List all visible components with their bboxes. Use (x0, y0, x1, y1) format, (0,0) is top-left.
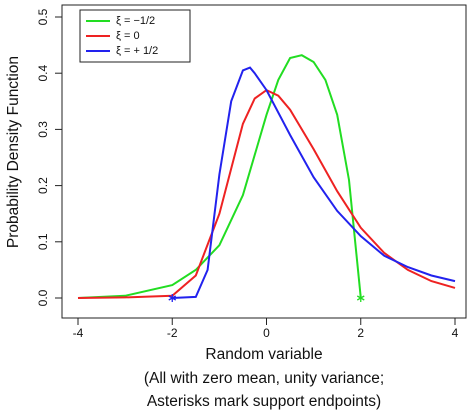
x-tick-label: 2 (357, 326, 364, 340)
x-axis-note: Asterisks mark support endpoints) (147, 393, 381, 410)
series-line (77, 54, 362, 299)
y-tick-label: 0.4 (36, 65, 50, 82)
x-tick-label: -4 (73, 326, 84, 340)
x-axis-note: (All with zero mean, unity variance; (144, 370, 384, 387)
y-tick-label: 0.2 (36, 177, 50, 194)
legend-label: ξ = + 1/2 (116, 45, 158, 57)
legend-label: ξ = −1/2 (116, 15, 155, 27)
y-tick-label: 0.0 (36, 289, 50, 306)
x-axis-label: Random variable (205, 346, 322, 363)
endpoint-asterisk (356, 294, 365, 302)
y-axis-label: Probability Density Function (5, 56, 22, 248)
y-tick-label: 0.1 (36, 233, 50, 250)
x-tick-label: 0 (263, 326, 270, 340)
asterisk-stroke (168, 295, 177, 301)
x-tick-label: 4 (452, 326, 459, 340)
x-tick-label: -2 (167, 326, 178, 340)
series-line (77, 88, 456, 299)
y-tick-label: 0.3 (36, 121, 50, 138)
legend-label: ξ = 0 (116, 30, 140, 42)
plot-frame (61, 4, 467, 319)
y-tick-label: 0.5 (36, 8, 50, 25)
endpoint-asterisk (168, 294, 177, 302)
asterisk-stroke (356, 295, 365, 301)
series-line (172, 66, 456, 299)
